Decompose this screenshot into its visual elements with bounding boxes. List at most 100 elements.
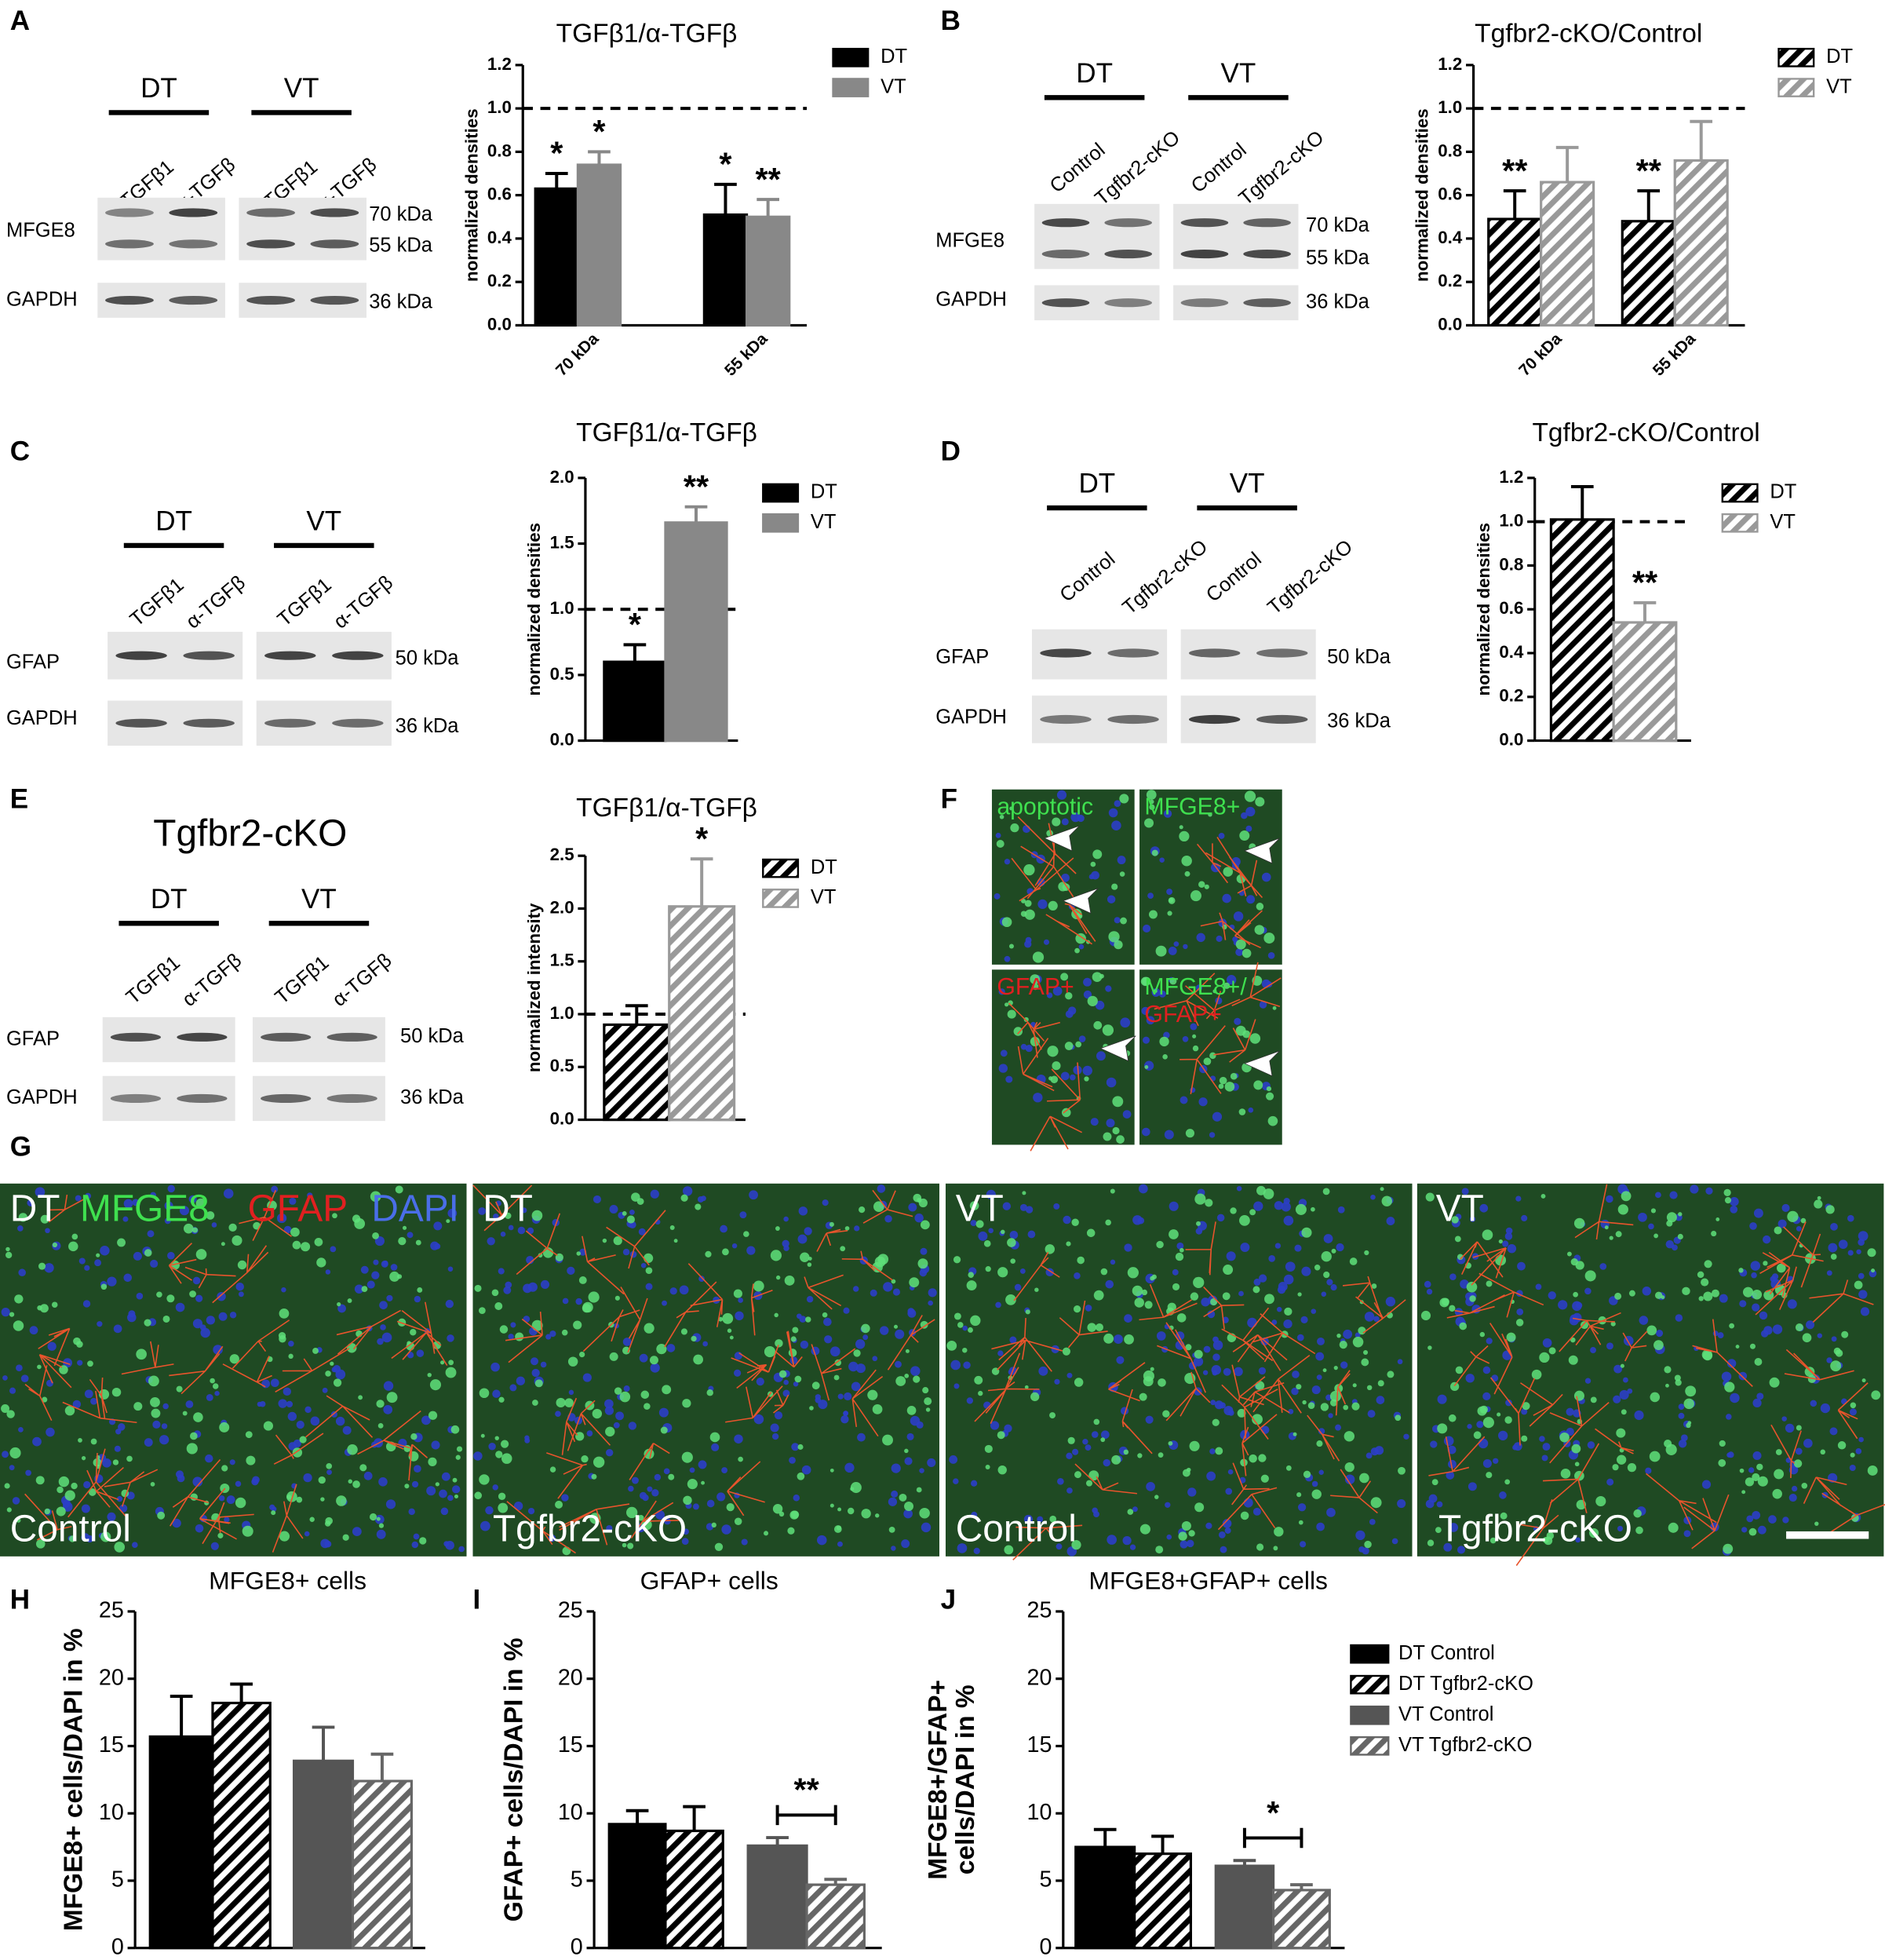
cell bbox=[1604, 1225, 1609, 1230]
cell bbox=[966, 1280, 977, 1291]
band bbox=[1104, 218, 1152, 228]
astrocyte bbox=[841, 1250, 893, 1281]
cell bbox=[861, 1509, 871, 1519]
cell bbox=[1007, 1238, 1016, 1247]
x-tick-label: 70 kDa bbox=[1515, 330, 1566, 380]
cell bbox=[1425, 1192, 1435, 1202]
nucleus bbox=[1482, 1458, 1492, 1468]
nucleus bbox=[1638, 1212, 1647, 1222]
cell bbox=[427, 1372, 432, 1378]
nucleus bbox=[1234, 1017, 1241, 1025]
cell bbox=[1573, 1390, 1584, 1401]
y-axis-label: normalized densities bbox=[1474, 523, 1493, 696]
nucleus bbox=[1566, 1407, 1574, 1416]
nucleus bbox=[1082, 1439, 1088, 1445]
cell bbox=[1239, 830, 1250, 841]
cell bbox=[714, 1542, 724, 1551]
cell bbox=[1661, 1295, 1665, 1300]
cell bbox=[1772, 1488, 1782, 1499]
nucleus bbox=[1083, 990, 1092, 999]
nucleus bbox=[586, 1430, 593, 1436]
astrocyte bbox=[1809, 1279, 1874, 1323]
cell bbox=[1352, 1383, 1357, 1388]
cell bbox=[1264, 1294, 1274, 1305]
y-tick-label: 1.0 bbox=[550, 598, 574, 618]
cell bbox=[100, 1283, 108, 1290]
astrocyte bbox=[750, 1283, 773, 1336]
y-tick-label: 1.0 bbox=[550, 1003, 574, 1023]
cell bbox=[1749, 1343, 1756, 1349]
cell bbox=[1190, 1292, 1199, 1301]
nucleus bbox=[1258, 1367, 1267, 1375]
nucleus bbox=[731, 1243, 738, 1249]
nucleus bbox=[1397, 1359, 1403, 1365]
nucleus bbox=[1781, 1416, 1787, 1422]
cell bbox=[1841, 1330, 1849, 1338]
cell bbox=[1230, 1072, 1238, 1080]
nucleus bbox=[1000, 1049, 1008, 1057]
nucleus bbox=[81, 1533, 90, 1542]
cell bbox=[217, 1532, 224, 1538]
cell bbox=[588, 1291, 600, 1303]
cell bbox=[1212, 989, 1217, 994]
astrocyte bbox=[1108, 1362, 1146, 1402]
nucleus bbox=[500, 1232, 506, 1237]
nucleus bbox=[815, 1396, 822, 1403]
cell bbox=[395, 1185, 403, 1194]
cell bbox=[1112, 1126, 1120, 1135]
cell bbox=[792, 1327, 799, 1334]
cell bbox=[1223, 1265, 1234, 1275]
nucleus bbox=[1730, 1205, 1738, 1214]
cell bbox=[1105, 1219, 1111, 1226]
nucleus bbox=[953, 1478, 959, 1484]
cell bbox=[822, 1312, 828, 1318]
astrocyte bbox=[664, 1281, 717, 1348]
cell bbox=[1158, 1452, 1164, 1458]
nucleus bbox=[1222, 1519, 1232, 1528]
cell bbox=[1687, 1421, 1692, 1425]
band bbox=[264, 651, 316, 660]
nucleus bbox=[224, 1517, 230, 1523]
nucleus bbox=[1159, 857, 1165, 863]
nucleus bbox=[706, 1499, 715, 1508]
cell bbox=[764, 1531, 769, 1536]
nucleus bbox=[1493, 1458, 1499, 1464]
cell bbox=[970, 1315, 981, 1327]
astrocyte bbox=[1020, 838, 1077, 903]
cell bbox=[899, 1493, 907, 1502]
cell bbox=[1854, 1280, 1863, 1290]
cell bbox=[1333, 1365, 1338, 1371]
nucleus bbox=[1355, 1530, 1365, 1541]
cell bbox=[626, 1506, 638, 1519]
cell bbox=[479, 1388, 490, 1399]
cell bbox=[1837, 1441, 1847, 1450]
astrocyte bbox=[1231, 962, 1282, 1007]
nucleus bbox=[884, 1214, 892, 1223]
nucleus bbox=[195, 1294, 203, 1302]
cell bbox=[18, 1213, 27, 1222]
cell bbox=[1194, 1349, 1203, 1359]
nucleus bbox=[122, 1216, 129, 1222]
nucleus bbox=[1810, 1400, 1818, 1407]
nucleus bbox=[782, 1389, 790, 1397]
nucleus bbox=[1516, 1308, 1524, 1316]
nucleus bbox=[1454, 1308, 1464, 1316]
cell bbox=[1148, 910, 1158, 919]
cell bbox=[1178, 1531, 1187, 1541]
nucleus bbox=[1502, 1240, 1509, 1247]
condition-label: Tgfbr2-cKO bbox=[1438, 1509, 1632, 1550]
cell bbox=[1459, 1322, 1468, 1330]
nucleus bbox=[995, 832, 1001, 838]
nucleus bbox=[1122, 1536, 1132, 1546]
cell bbox=[1633, 1509, 1642, 1518]
nucleus bbox=[114, 1445, 121, 1452]
cell bbox=[378, 1523, 385, 1528]
nucleus bbox=[380, 1324, 386, 1330]
y-tick-label: 0.8 bbox=[1499, 554, 1523, 574]
nucleus bbox=[1515, 1195, 1522, 1202]
astrocyte bbox=[887, 1315, 935, 1371]
cell bbox=[372, 1232, 379, 1239]
cell bbox=[1364, 1250, 1369, 1256]
nucleus bbox=[342, 1425, 352, 1435]
